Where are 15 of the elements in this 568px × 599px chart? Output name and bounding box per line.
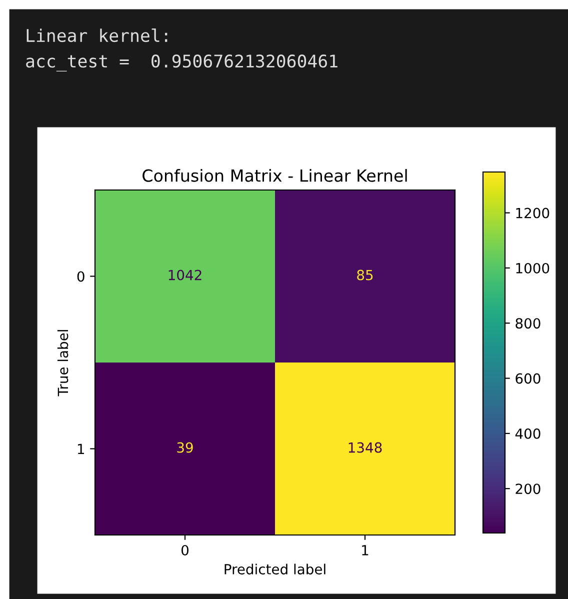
data-label: 1348 — [348, 442, 382, 453]
color-bar-label: 600 — [516, 373, 540, 384]
color-bar-label: 1000 — [516, 262, 550, 274]
chart-title: Confusion Matrix - Linear Kernel — [142, 169, 407, 182]
data-label: 85 — [357, 270, 373, 280]
data-label: 1042 — [168, 270, 202, 280]
y-axis-title: True label — [57, 330, 68, 396]
x-axis-title: Predicted label — [224, 564, 326, 574]
color-bar-label: 200 — [516, 484, 540, 494]
data-label: 39 — [177, 442, 193, 453]
color-bar-label: 800 — [516, 318, 540, 329]
color-bar-label: 1200 — [516, 208, 550, 218]
text: Linear kernel: — [26, 28, 168, 42]
text: acc_test = 0.9506762132060461 — [26, 54, 338, 72]
color-bar-label: 400 — [515, 428, 540, 439]
